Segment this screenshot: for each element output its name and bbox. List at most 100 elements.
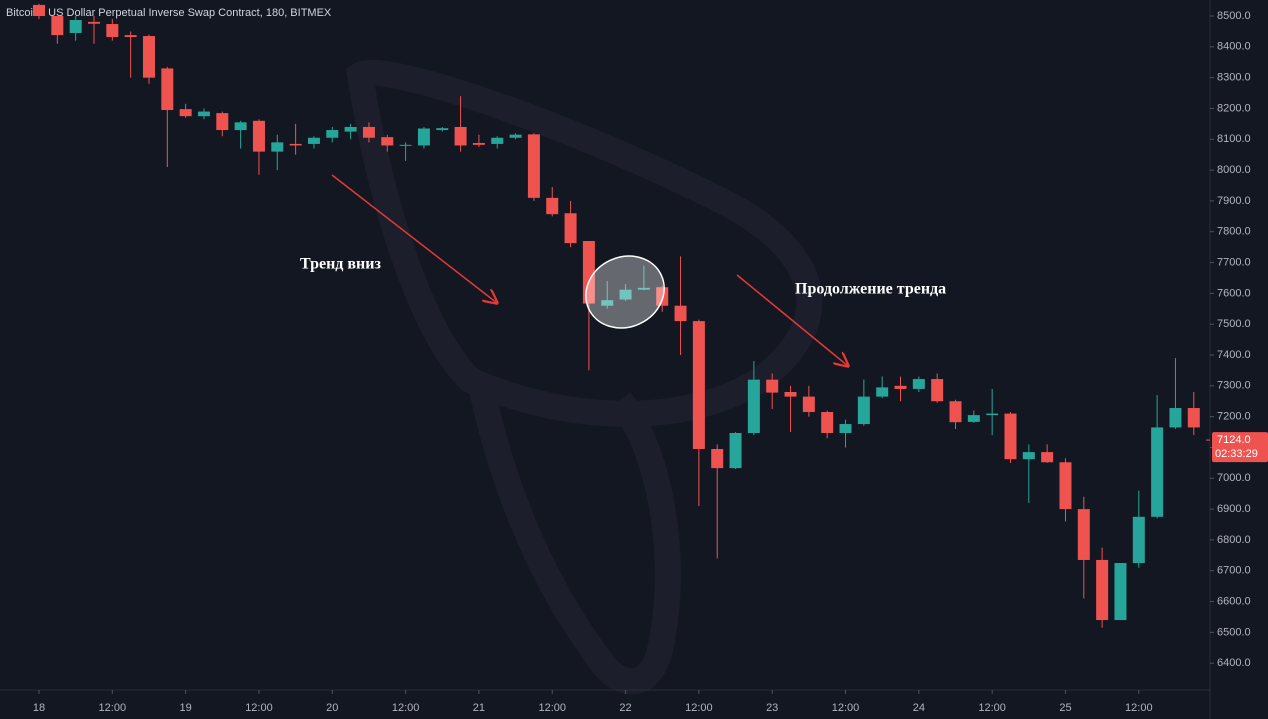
candle-body: [1096, 559, 1109, 621]
candle-body: [51, 16, 64, 36]
x-tick-label: 12:00: [538, 702, 566, 714]
y-tick-label: 8200.0: [1217, 102, 1251, 114]
x-tick-label: 24: [913, 702, 925, 714]
trend-arrow: [331, 174, 497, 303]
x-tick-label: 12:00: [1125, 702, 1153, 714]
candle-body: [216, 113, 229, 131]
y-tick-label: 8000.0: [1217, 164, 1251, 176]
candle-body: [1151, 427, 1164, 517]
candle-body: [527, 134, 540, 198]
candle-body: [491, 137, 504, 144]
x-tick-label: 18: [33, 702, 45, 714]
candle-body: [307, 137, 320, 144]
trend-arrow: [736, 274, 848, 366]
candle-body: [1077, 509, 1090, 560]
candle-body: [69, 20, 82, 33]
y-tick-label: 7700.0: [1217, 256, 1251, 268]
x-tick-label: 12:00: [392, 702, 420, 714]
x-tick-label: 21: [473, 702, 485, 714]
candle-body: [1004, 413, 1017, 460]
x-tick-label: 12:00: [978, 702, 1006, 714]
candle-body: [106, 24, 119, 37]
watermark: [345, 59, 823, 695]
candle-body: [747, 379, 760, 433]
x-tick-label: 25: [1059, 702, 1071, 714]
candle-body: [454, 126, 467, 146]
last-price-tag: [1212, 432, 1268, 463]
candle-body: [399, 144, 412, 146]
y-tick-label: 7900.0: [1217, 195, 1251, 207]
candle-body: [766, 379, 779, 393]
candle-body: [674, 305, 687, 322]
y-tick-label: 7200.0: [1217, 411, 1251, 423]
candle-body: [1132, 516, 1145, 564]
candle-body: [839, 424, 852, 433]
candle-body: [381, 137, 394, 146]
y-tick-label: 7000.0: [1217, 472, 1251, 484]
candle-body: [142, 36, 155, 78]
candle-body: [436, 128, 449, 131]
y-tick-label: 8100.0: [1217, 133, 1251, 145]
countdown-label: 02:33:29: [1215, 448, 1258, 460]
candle-body: [894, 385, 907, 389]
highlight-ellipse: [585, 255, 665, 329]
y-tick-label: 6400.0: [1217, 657, 1251, 669]
candle-body: [582, 240, 595, 304]
candle-body: [931, 379, 944, 402]
x-tick-label: 19: [180, 702, 192, 714]
x-tick-label: 20: [326, 702, 338, 714]
y-tick-label: 8400.0: [1217, 41, 1251, 53]
annotation: Тренд вниз: [300, 256, 381, 273]
candle-body: [252, 120, 265, 152]
x-tick-label: 12:00: [99, 702, 127, 714]
candle-body: [1187, 408, 1200, 428]
candle-body: [784, 391, 797, 397]
x-tick-label: 23: [766, 702, 778, 714]
candle-body: [1114, 563, 1127, 621]
candle-body: [87, 21, 100, 24]
candle-body: [949, 401, 962, 423]
y-tick-label: 7500.0: [1217, 318, 1251, 330]
y-tick-label: 7800.0: [1217, 226, 1251, 238]
candle-body: [1041, 452, 1054, 463]
candle-body: [1022, 452, 1035, 460]
y-tick-label: 8500.0: [1217, 10, 1251, 22]
candle-body: [234, 122, 247, 131]
candle-body: [821, 412, 834, 433]
y-tick-label: 6900.0: [1217, 503, 1251, 515]
candle-body: [179, 109, 192, 117]
candle-body: [711, 449, 724, 469]
y-tick-label: 6800.0: [1217, 534, 1251, 546]
candle-body: [619, 289, 632, 300]
last-price-label: 7124.0: [1217, 434, 1251, 446]
candle-body: [912, 379, 925, 389]
candle-body: [271, 142, 284, 152]
x-tick-label: 12:00: [832, 702, 860, 714]
candle-body: [546, 197, 559, 215]
candle-body: [33, 4, 45, 17]
candle-body: [802, 396, 815, 413]
candle-body: [472, 142, 485, 145]
candle-body: [656, 287, 669, 306]
y-tick-label: 6700.0: [1217, 565, 1251, 577]
candle-body: [986, 413, 999, 416]
y-tick-label: 6600.0: [1217, 595, 1251, 607]
candle-body: [876, 387, 889, 397]
y-tick-label: 7400.0: [1217, 349, 1251, 361]
candle-body: [124, 35, 137, 37]
x-tick-label: 12:00: [685, 702, 713, 714]
candle-body: [1169, 408, 1182, 428]
candle-body: [289, 143, 302, 146]
y-tick-label: 6500.0: [1217, 626, 1251, 638]
chart-title: Bitcoin / US Dollar Perpetual Inverse Sw…: [6, 7, 332, 19]
candle-body: [362, 126, 375, 138]
candle-body: [417, 128, 430, 146]
candle-body: [564, 213, 577, 244]
candle-body: [197, 111, 210, 117]
candle-body: [692, 321, 705, 450]
candle-body: [857, 396, 870, 425]
y-tick-label: 7300.0: [1217, 380, 1251, 392]
